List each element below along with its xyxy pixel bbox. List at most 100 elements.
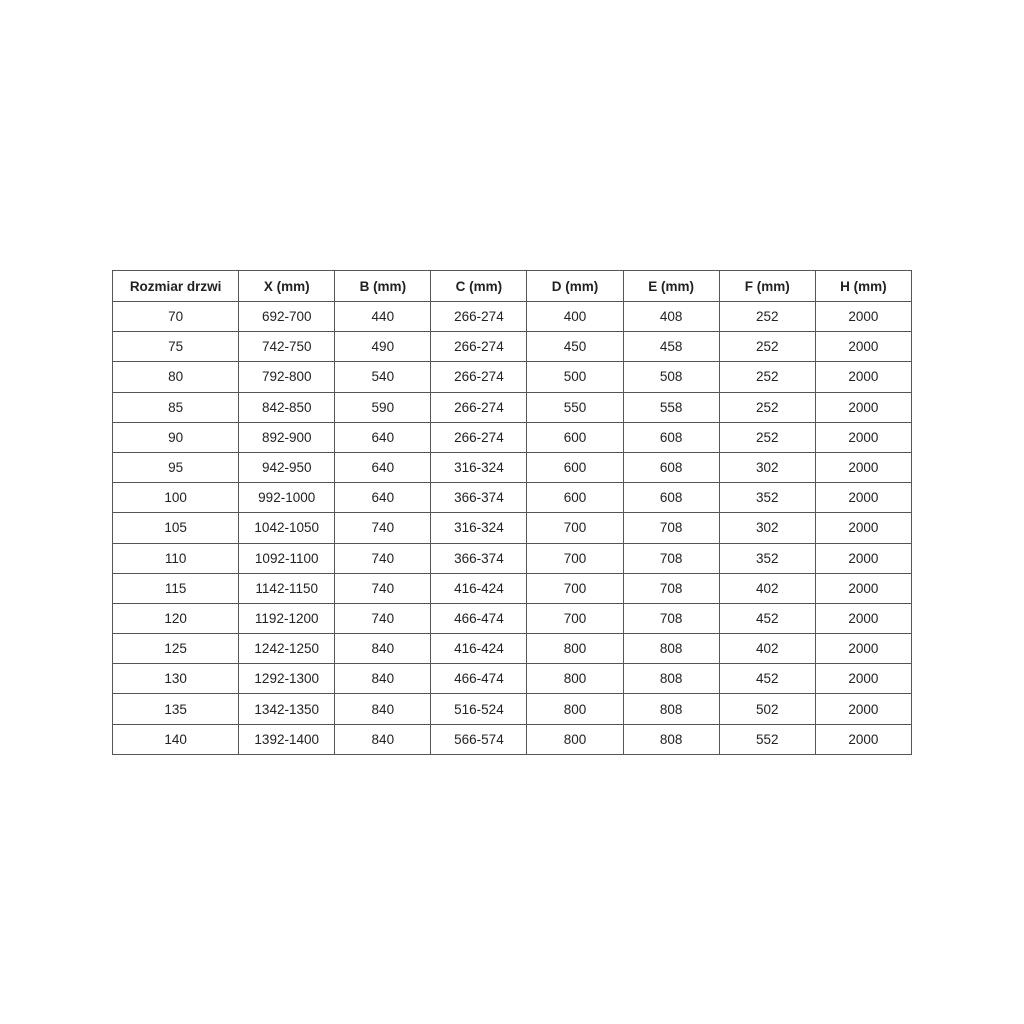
table-cell: 800 <box>526 663 624 695</box>
table-cell: 1292-1300 <box>238 663 336 695</box>
table-cell: 2000 <box>814 542 913 574</box>
table-cell: 840 <box>334 693 432 725</box>
table-cell: 1242-1250 <box>238 633 336 665</box>
table-cell: 640 <box>334 451 432 484</box>
table-cell: 700 <box>526 572 624 604</box>
table-cell: 792-800 <box>238 361 336 393</box>
table-cell: 452 <box>718 663 816 695</box>
column-header: E (mm) <box>622 270 720 302</box>
table-cell: 266-274 <box>430 391 528 423</box>
table-cell: 708 <box>622 602 720 635</box>
table-cell: 552 <box>718 723 816 755</box>
table-row: 70 692-700 440 266-274 400 408 252 2000 <box>111 300 913 333</box>
table-cell: 2000 <box>814 300 913 333</box>
table-cell: 90 <box>111 421 240 453</box>
table-cell: 316-324 <box>430 451 528 484</box>
table-cell: 2000 <box>814 451 913 484</box>
table-cell: 692-700 <box>238 300 336 333</box>
table-cell: 105 <box>111 512 240 544</box>
table-cell: 608 <box>622 451 720 484</box>
table-cell: 558 <box>622 391 720 423</box>
column-header: Rozmiar drzwi <box>111 270 240 302</box>
table-cell: 840 <box>334 633 432 665</box>
table-row: 75 742-750 490 266-274 450 458 252 2000 <box>111 331 913 363</box>
table-cell: 640 <box>334 482 432 514</box>
table-row: 110 1092-1100 740 366-374 700 708 352 2000 <box>111 542 913 574</box>
table-cell: 70 <box>111 300 240 333</box>
table-cell: 640 <box>334 421 432 453</box>
table-cell: 500 <box>526 361 624 393</box>
table-cell: 600 <box>526 482 624 514</box>
table-cell: 266-274 <box>430 300 528 333</box>
table-cell: 2000 <box>814 663 913 695</box>
column-header: X (mm) <box>238 270 336 302</box>
table-cell: 800 <box>526 723 624 755</box>
table-cell: 508 <box>622 361 720 393</box>
table-cell: 2000 <box>814 572 913 604</box>
table-cell: 316-324 <box>430 512 528 544</box>
table-cell: 608 <box>622 421 720 453</box>
table-cell: 808 <box>622 693 720 725</box>
table-cell: 125 <box>111 633 240 665</box>
table-row: 105 1042-1050 740 316-324 700 708 302 2000 <box>111 512 913 544</box>
table-cell: 842-850 <box>238 391 336 423</box>
table-cell: 2000 <box>814 512 913 544</box>
table-cell: 708 <box>622 542 720 574</box>
table-cell: 600 <box>526 451 624 484</box>
table-cell: 2000 <box>814 602 913 635</box>
header-row: Rozmiar drzwi X (mm) B (mm) C (mm) D (mm) E (… <box>111 270 913 302</box>
table-cell: 466-474 <box>430 602 528 635</box>
table-row: 80 792-800 540 266-274 500 508 252 2000 <box>111 361 913 393</box>
table-cell: 266-274 <box>430 331 528 363</box>
table-cell: 708 <box>622 512 720 544</box>
table-cell: 252 <box>718 361 816 393</box>
table-cell: 1392-1400 <box>238 723 336 755</box>
table-cell: 2000 <box>814 331 913 363</box>
table-cell: 2000 <box>814 723 913 755</box>
table-cell: 252 <box>718 391 816 423</box>
table-cell: 266-274 <box>430 421 528 453</box>
table-cell: 110 <box>111 542 240 574</box>
table-cell: 2000 <box>814 633 913 665</box>
table-cell: 416-424 <box>430 572 528 604</box>
table-cell: 608 <box>622 482 720 514</box>
table-cell: 85 <box>111 391 240 423</box>
table-cell: 808 <box>622 663 720 695</box>
table-cell: 490 <box>334 331 432 363</box>
table-cell: 75 <box>111 331 240 363</box>
table-cell: 302 <box>718 451 816 484</box>
table-row: 100 992-1000 640 366-374 600 608 352 2000 <box>111 482 913 514</box>
table-cell: 892-900 <box>238 421 336 453</box>
table-cell: 95 <box>111 451 240 484</box>
table-cell: 700 <box>526 602 624 635</box>
table-cell: 120 <box>111 602 240 635</box>
table-cell: 808 <box>622 633 720 665</box>
table-cell: 402 <box>718 633 816 665</box>
table-cell: 2000 <box>814 361 913 393</box>
table-row: 90 892-900 640 266-274 600 608 252 2000 <box>111 421 913 453</box>
table-cell: 252 <box>718 421 816 453</box>
table-row: 95 942-950 640 316-324 600 608 302 2000 <box>111 451 913 484</box>
table-cell: 130 <box>111 663 240 695</box>
table-cell: 840 <box>334 663 432 695</box>
table-cell: 2000 <box>814 693 913 725</box>
table-cell: 302 <box>718 512 816 544</box>
table-row: 130 1292-1300 840 466-474 800 808 452 2000 <box>111 663 913 695</box>
table-cell: 808 <box>622 723 720 755</box>
column-header: B (mm) <box>334 270 432 302</box>
table-cell: 2000 <box>814 482 913 514</box>
table-cell: 840 <box>334 723 432 755</box>
table-cell: 700 <box>526 512 624 544</box>
table-cell: 800 <box>526 693 624 725</box>
table-cell: 600 <box>526 421 624 453</box>
table-cell: 740 <box>334 602 432 635</box>
table-cell: 366-374 <box>430 482 528 514</box>
table-cell: 742-750 <box>238 331 336 363</box>
table-cell: 1192-1200 <box>238 602 336 635</box>
table-cell: 140 <box>111 723 240 755</box>
table-cell: 566-574 <box>430 723 528 755</box>
table-cell: 740 <box>334 542 432 574</box>
table-cell: 1142-1150 <box>238 572 336 604</box>
table-cell: 252 <box>718 331 816 363</box>
table-cell: 992-1000 <box>238 482 336 514</box>
